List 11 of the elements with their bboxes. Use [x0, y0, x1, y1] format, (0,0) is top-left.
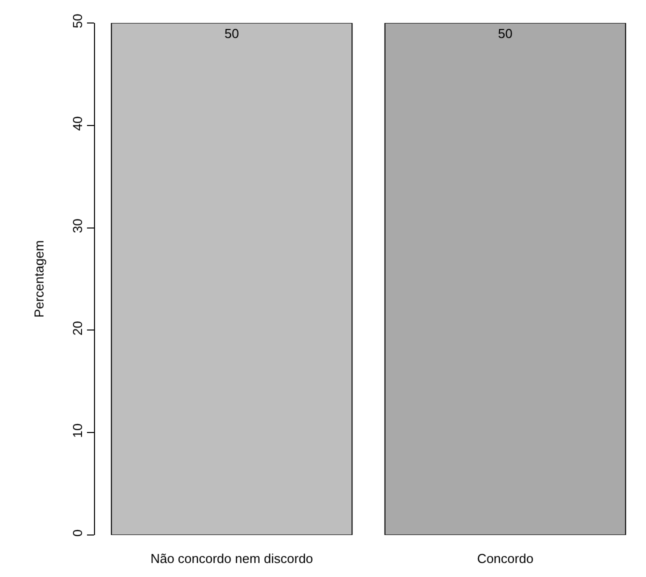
- y-tick-label: 20: [70, 321, 85, 336]
- data-label: 50: [224, 26, 239, 41]
- y-tick-label: 0: [70, 529, 85, 537]
- y-tick-label: 30: [70, 218, 85, 234]
- data-label: 50: [498, 26, 512, 41]
- x-tick-label: Concordo: [477, 551, 534, 566]
- y-tick-label: 50: [70, 14, 85, 28]
- y-axis-title: Percentagem: [32, 240, 47, 318]
- y-tick-label: 40: [70, 116, 85, 131]
- x-tick-label: Não concordo nem discordo: [150, 551, 314, 566]
- y-tick-label: 10: [70, 423, 85, 438]
